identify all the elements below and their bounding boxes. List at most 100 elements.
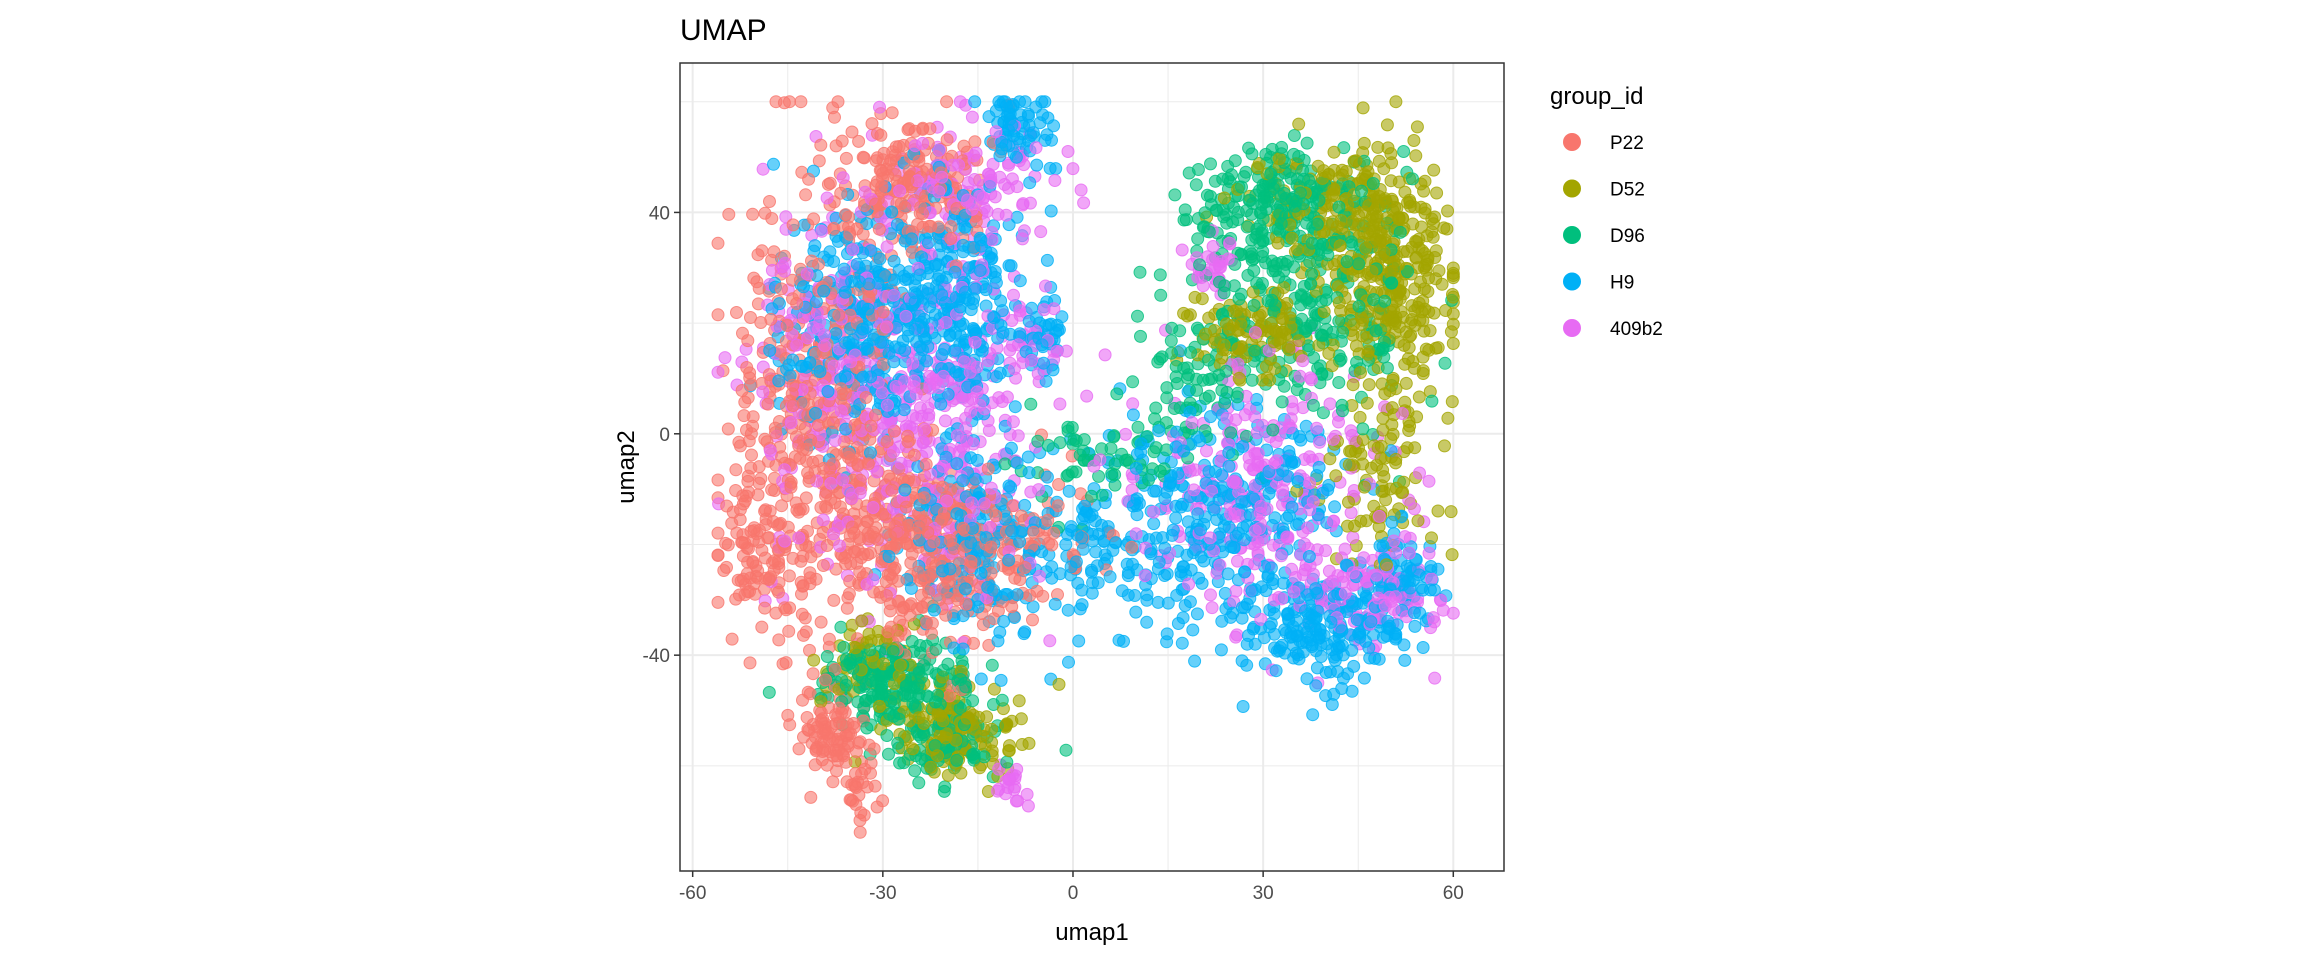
point-409b2 xyxy=(1043,634,1057,648)
point-H9 xyxy=(1309,679,1323,693)
point-P22 xyxy=(752,476,766,490)
point-P22 xyxy=(806,667,820,681)
point-H9 xyxy=(1169,511,1183,525)
point-H9 xyxy=(1186,623,1200,637)
point-P22 xyxy=(794,95,808,109)
point-P22 xyxy=(874,128,888,142)
point-409b2 xyxy=(982,424,996,437)
point-D96 xyxy=(1061,420,1075,434)
point-H9 xyxy=(1175,636,1189,650)
point-H9 xyxy=(1075,583,1089,597)
point-P22 xyxy=(734,574,748,588)
point-409b2 xyxy=(1226,475,1240,489)
point-H9 xyxy=(1190,607,1204,621)
point-P22 xyxy=(828,110,841,124)
point-H9 xyxy=(1126,408,1140,422)
point-D52 xyxy=(1311,159,1325,173)
point-P22 xyxy=(711,308,725,322)
point-H9 xyxy=(1040,470,1054,484)
point-D52 xyxy=(1356,101,1370,115)
point-P22 xyxy=(751,488,765,502)
point-D96 xyxy=(1059,743,1073,757)
point-D52 xyxy=(1440,222,1454,236)
point-H9 xyxy=(797,280,810,294)
point-H9 xyxy=(1178,599,1192,612)
point-P22 xyxy=(808,758,822,772)
point-H9 xyxy=(1181,515,1195,529)
point-H9 xyxy=(1310,661,1324,675)
point-D52 xyxy=(1012,694,1026,708)
point-D96 xyxy=(834,620,848,634)
point-H9 xyxy=(952,368,966,382)
point-H9 xyxy=(1416,641,1430,654)
point-409b2 xyxy=(1224,507,1237,521)
point-D96 xyxy=(1168,188,1182,202)
point-H9 xyxy=(1040,128,1054,142)
point-P22 xyxy=(839,151,853,165)
point-H9 xyxy=(1424,560,1438,573)
point-H9 xyxy=(864,446,877,460)
point-D96 xyxy=(882,747,895,761)
point-P22 xyxy=(765,483,779,497)
point-409b2 xyxy=(1223,236,1237,250)
point-D52 xyxy=(1408,282,1422,296)
point-P22 xyxy=(782,624,796,638)
point-D96 xyxy=(914,646,927,660)
point-D52 xyxy=(1377,470,1391,484)
point-H9 xyxy=(1021,450,1035,464)
point-409b2 xyxy=(1229,584,1243,598)
point-D96 xyxy=(1425,394,1439,408)
point-P22 xyxy=(814,615,828,629)
point-D52 xyxy=(1399,376,1413,390)
point-D96 xyxy=(1232,292,1246,306)
point-D52 xyxy=(1202,311,1216,325)
point-P22 xyxy=(881,625,895,639)
point-D52 xyxy=(1373,198,1387,212)
point-409b2 xyxy=(1229,630,1243,644)
point-409b2 xyxy=(815,224,829,238)
point-D52 xyxy=(1407,134,1421,147)
point-D96 xyxy=(1184,345,1198,359)
point-D52 xyxy=(1323,452,1337,466)
point-D52 xyxy=(1397,338,1411,352)
point-P22 xyxy=(885,106,899,120)
point-D96 xyxy=(1182,368,1195,382)
point-P22 xyxy=(801,466,815,480)
point-D96 xyxy=(837,640,851,654)
point-P22 xyxy=(767,245,781,259)
point-H9 xyxy=(1004,441,1018,455)
point-D52 xyxy=(1445,548,1459,562)
chart-title: UMAP xyxy=(680,14,767,47)
point-H9 xyxy=(1045,560,1059,574)
point-D96 xyxy=(1110,387,1124,401)
point-P22 xyxy=(842,587,856,601)
point-H9 xyxy=(1049,162,1063,176)
point-409b2 xyxy=(756,385,770,399)
point-H9 xyxy=(994,673,1008,687)
point-D52 xyxy=(849,641,862,655)
point-H9 xyxy=(1089,545,1103,559)
point-H9 xyxy=(1291,475,1305,489)
point-P22 xyxy=(916,600,930,614)
point-P22 xyxy=(711,526,725,540)
point-H9 xyxy=(1191,507,1205,521)
point-H9 xyxy=(1284,626,1298,640)
point-D52 xyxy=(1339,165,1353,178)
point-D96 xyxy=(905,635,919,648)
point-P22 xyxy=(730,306,743,319)
point-D96 xyxy=(1204,189,1217,203)
point-P22 xyxy=(721,538,735,552)
point-D96 xyxy=(1177,213,1191,227)
point-409b2 xyxy=(1077,196,1091,210)
point-409b2 xyxy=(887,445,900,459)
point-P22 xyxy=(799,625,813,639)
point-D52 xyxy=(1291,243,1304,257)
point-H9 xyxy=(890,218,904,231)
point-409b2 xyxy=(1303,503,1317,517)
point-409b2 xyxy=(1034,225,1048,239)
point-D52 xyxy=(1421,285,1435,298)
point-P22 xyxy=(792,742,806,756)
point-H9 xyxy=(1347,659,1361,673)
point-P22 xyxy=(711,236,725,250)
